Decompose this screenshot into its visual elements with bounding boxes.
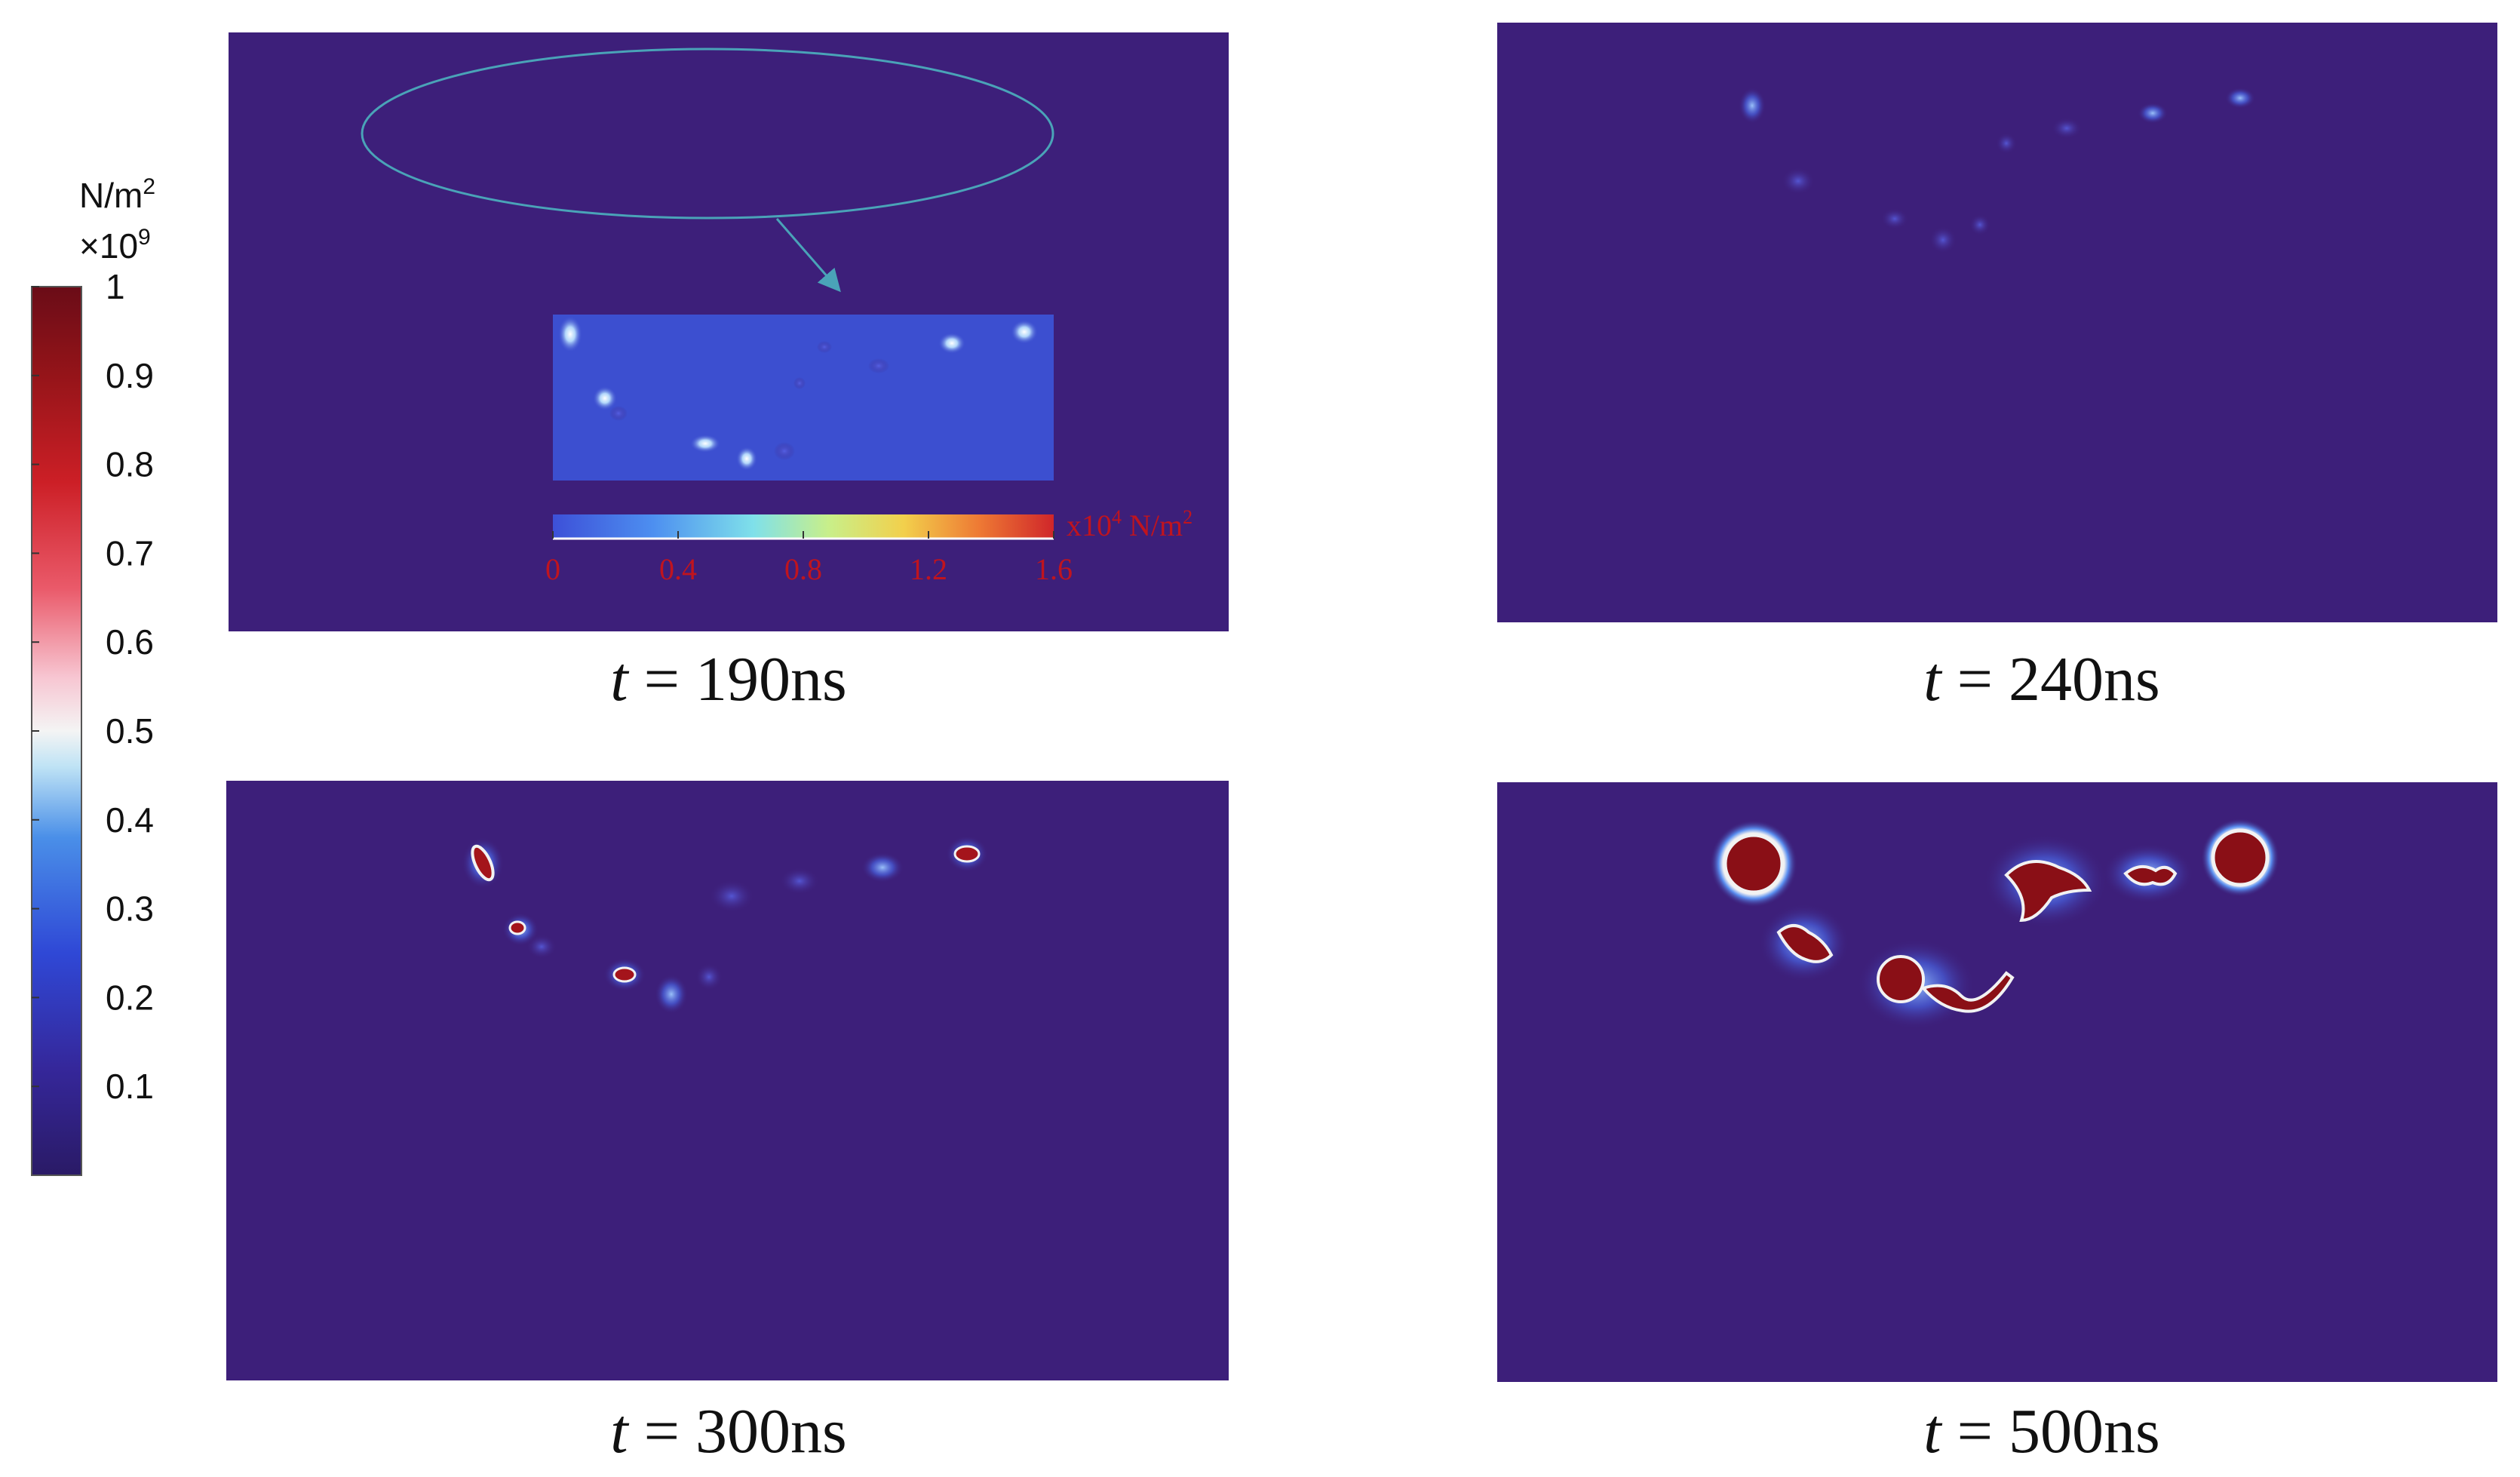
panel-300ns: t = 300ns <box>226 781 1229 1466</box>
colorbar-tick-label: 0.7 <box>106 533 154 573</box>
inset-tick-label: 0 <box>545 552 560 586</box>
panel-240ns: t = 240ns <box>1497 23 2497 714</box>
colorbar-tick-label: 1 <box>106 267 125 306</box>
colorbar-tick-label: 0.1 <box>106 1067 154 1106</box>
panel-240ns-caption: t = 240ns <box>1923 644 2159 714</box>
colorbar-tick-label: 0.3 <box>106 889 154 929</box>
panel-240ns-bubbles <box>1739 88 2255 253</box>
colorbar-tick-label: 0.6 <box>106 622 154 662</box>
inset-field <box>553 315 1054 481</box>
panel-500ns-bubbles <box>1710 818 2279 1030</box>
panel-500ns-caption: t = 500ns <box>1923 1396 2159 1466</box>
zoom-inset: 0 0.4 0.8 1.2 1.6 x104 N/m2 <box>545 315 1192 586</box>
colorbar-unit-line2: ×109 <box>79 225 151 266</box>
colorbar-ticks: 1 0.9 0.8 0.7 0.6 0.5 0.4 0.3 0.2 0.1 <box>32 267 154 1106</box>
panel-190ns: 0 0.4 0.8 1.2 1.6 x104 N/m2 t = 190ns <box>229 32 1229 714</box>
main-colorbar: N/m2 ×109 1 0.9 0.8 0.7 0.6 0.5 0.4 0.3 0.2 0.1 <box>31 174 155 1176</box>
panel-300ns-field <box>226 781 1229 1380</box>
panel-300ns-bubbles <box>462 836 988 1014</box>
colorbar-tick-label: 0.8 <box>106 445 154 484</box>
colorbar-gradient <box>31 286 82 1176</box>
inset-scale-unit: x104 N/m2 <box>1067 506 1192 542</box>
panel-240ns-field <box>1497 23 2497 622</box>
inset-tick-label: 0.4 <box>659 552 697 586</box>
colorbar-unit-line1: N/m2 <box>79 174 155 215</box>
colorbar-tick-label: 0.9 <box>106 356 154 395</box>
panel-190ns-caption: t = 190ns <box>610 644 846 714</box>
inset-bubbles <box>558 316 1038 471</box>
inset-tick-label: 1.2 <box>910 552 947 586</box>
inset-tick-label: 1.6 <box>1035 552 1073 586</box>
inset-colorbar-ticks: 0 0.4 0.8 1.2 1.6 <box>545 531 1073 586</box>
colorbar-tick-label: 0.2 <box>106 978 154 1017</box>
zoom-arrow <box>775 218 841 293</box>
inset-tick-label: 0.8 <box>784 552 822 586</box>
colorbar-tick-label: 0.5 <box>106 711 154 751</box>
highlight-ellipse <box>361 48 1054 220</box>
colorbar-tick-label: 0.4 <box>106 800 154 840</box>
panel-500ns: t = 500ns <box>1497 782 2497 1466</box>
panel-300ns-caption: t = 300ns <box>610 1396 846 1466</box>
